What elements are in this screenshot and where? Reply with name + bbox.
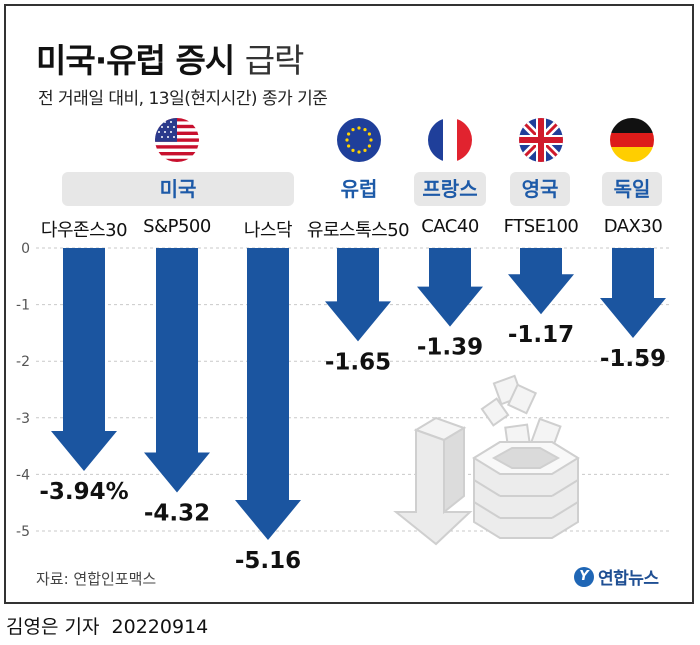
source-note: 자료: 연합인포맥스	[36, 570, 157, 588]
region-uk: 영국	[510, 172, 570, 206]
bar-arrow	[51, 248, 117, 472]
bar-arrow	[325, 248, 391, 342]
category-label-nasdaq: 나스닥	[243, 220, 293, 241]
y-tick-label: -4	[16, 467, 30, 483]
region-eu: 유럽	[340, 177, 378, 201]
falling-chart-illustration	[393, 374, 580, 546]
title-light: 급락	[244, 41, 305, 80]
data-label: -1.17	[508, 322, 574, 348]
data-label: -5.16	[235, 548, 301, 574]
region-germany: 독일	[602, 172, 662, 206]
category-label-sp500: S&P500	[143, 216, 211, 237]
value-labels: -3.94% -4.32 -5.16 -1.65 -1.39 -1.17 -1.59	[39, 322, 666, 574]
byline: 김영은 기자 20220914	[6, 612, 208, 639]
bar-arrow	[417, 248, 483, 327]
data-label: -1.59	[600, 346, 666, 372]
publish-date: 20220914	[111, 616, 209, 638]
y-tick-label: -3	[16, 411, 30, 427]
germany-flag-icon	[610, 118, 654, 162]
reporter-name: 김영은 기자	[6, 616, 100, 638]
bar-arrow	[144, 248, 210, 493]
region-us: 미국	[62, 172, 294, 206]
page-title: 미국·유럽 증시 급락	[36, 34, 305, 82]
bar-arrow	[235, 248, 301, 541]
data-label: -3.94%	[39, 479, 128, 505]
eu-flag-icon	[337, 118, 381, 162]
y-tick-label: -2	[16, 354, 30, 370]
bar-arrow	[508, 248, 574, 315]
data-label: -4.32	[144, 501, 210, 527]
us-flag-icon	[155, 118, 199, 162]
category-label-dow: 다우존스30	[40, 220, 128, 241]
france-flag-icon	[428, 118, 472, 162]
category-label-dax30: DAX30	[603, 216, 663, 237]
logo-text: 연합뉴스	[598, 569, 659, 589]
data-label: -1.39	[417, 335, 483, 361]
category-label-ftse100: FTSE100	[503, 216, 579, 237]
data-label: -1.65	[325, 349, 391, 375]
bars	[51, 248, 666, 541]
region-france: 프랑스	[414, 172, 486, 206]
y-tick-label: -5	[16, 524, 30, 540]
title-bold: 미국·유럽 증시	[36, 41, 235, 80]
y-tick-label: -1	[16, 298, 30, 314]
category-label-cac40: CAC40	[421, 216, 479, 237]
y-axis: 0 -1 -2 -3 -4 -5	[16, 241, 30, 540]
logo-mark: Y	[574, 566, 594, 587]
y-tick-label: 0	[21, 241, 30, 257]
category-label-eurostoxx: 유로스톡스50	[306, 220, 410, 241]
yonhap-logo: Y 연합뉴스	[574, 564, 659, 589]
bar-arrow	[600, 248, 666, 338]
page-subtitle: 전 거래일 대비, 13일(현지시간) 종가 기준	[38, 89, 328, 109]
